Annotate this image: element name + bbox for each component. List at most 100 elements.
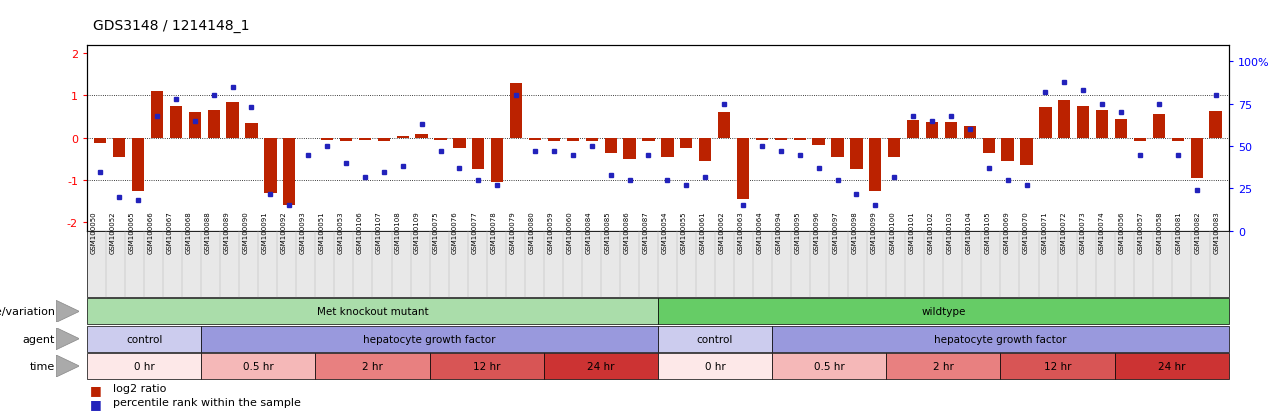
Bar	[1153, 115, 1165, 138]
Text: GSM100064: GSM100064	[756, 211, 763, 254]
Text: GSM100066: GSM100066	[147, 211, 154, 254]
Text: hepatocyte growth factor: hepatocyte growth factor	[934, 334, 1066, 344]
Bar	[132, 138, 145, 191]
Bar	[492, 138, 503, 183]
Text: time: time	[29, 361, 55, 371]
Text: GSM100086: GSM100086	[623, 211, 630, 254]
Text: GSM100091: GSM100091	[262, 211, 268, 254]
Text: 2 hr: 2 hr	[933, 361, 954, 371]
Bar	[1001, 138, 1014, 161]
Text: GSM100081: GSM100081	[1175, 211, 1181, 254]
Text: GSM100053: GSM100053	[338, 211, 344, 254]
Text: GSM100054: GSM100054	[662, 211, 667, 254]
Text: wildtype: wildtype	[922, 306, 965, 317]
Text: GSM100078: GSM100078	[490, 211, 497, 254]
Bar	[1096, 111, 1108, 138]
Text: GSM100103: GSM100103	[947, 211, 952, 254]
Bar	[964, 126, 975, 138]
Text: GSM100108: GSM100108	[396, 211, 401, 254]
Bar	[378, 138, 390, 142]
Text: agent: agent	[23, 334, 55, 344]
Text: GSM100077: GSM100077	[471, 211, 477, 254]
Text: GSM100067: GSM100067	[166, 211, 173, 254]
Text: GSM100088: GSM100088	[205, 211, 211, 254]
Text: log2 ratio: log2 ratio	[113, 383, 166, 393]
Text: GSM100061: GSM100061	[699, 211, 705, 254]
Bar	[1076, 107, 1089, 138]
Polygon shape	[56, 355, 79, 377]
Bar	[188, 113, 201, 138]
Text: ■: ■	[90, 397, 101, 410]
Text: GSM100099: GSM100099	[870, 211, 877, 254]
Text: control: control	[696, 334, 733, 344]
Text: 0.5 hr: 0.5 hr	[243, 361, 274, 371]
Text: GSM100050: GSM100050	[91, 211, 96, 254]
Text: GSM100051: GSM100051	[319, 211, 325, 254]
Bar	[1115, 119, 1128, 138]
Bar	[680, 138, 692, 149]
Bar	[529, 138, 541, 140]
Text: ■: ■	[90, 383, 101, 396]
Bar	[850, 138, 863, 170]
Bar	[151, 92, 163, 138]
Text: GSM100109: GSM100109	[413, 211, 420, 254]
Bar	[623, 138, 636, 159]
Text: GSM100071: GSM100071	[1042, 211, 1048, 254]
Bar	[509, 83, 522, 138]
Bar	[755, 138, 768, 140]
Text: GSM100063: GSM100063	[737, 211, 744, 254]
Text: GSM100089: GSM100089	[224, 211, 230, 254]
Bar	[1039, 108, 1052, 138]
Text: GSM100102: GSM100102	[928, 211, 934, 254]
Text: GSM100074: GSM100074	[1100, 211, 1105, 254]
Text: GSM100093: GSM100093	[300, 211, 306, 254]
Text: GSM100073: GSM100073	[1080, 211, 1085, 254]
Bar	[170, 107, 182, 138]
Text: GSM100068: GSM100068	[186, 211, 192, 254]
Text: GSM100079: GSM100079	[509, 211, 515, 254]
Bar	[718, 113, 730, 138]
Text: GSM100096: GSM100096	[814, 211, 819, 254]
Text: GSM100084: GSM100084	[585, 211, 591, 254]
Text: GSM100107: GSM100107	[376, 211, 381, 254]
Bar	[604, 138, 617, 153]
Text: GSM100069: GSM100069	[1004, 211, 1010, 254]
Text: GSM100056: GSM100056	[1119, 211, 1124, 254]
Text: GSM100098: GSM100098	[851, 211, 858, 254]
Text: GDS3148 / 1214148_1: GDS3148 / 1214148_1	[93, 19, 250, 33]
Bar	[95, 138, 106, 143]
Text: GSM100060: GSM100060	[566, 211, 572, 254]
Bar	[321, 138, 333, 140]
Bar	[397, 136, 408, 138]
Text: percentile rank within the sample: percentile rank within the sample	[113, 397, 301, 407]
Bar	[699, 138, 712, 161]
Bar	[567, 138, 579, 142]
Text: Met knockout mutant: Met knockout mutant	[316, 306, 429, 317]
Bar	[416, 135, 428, 138]
Bar	[207, 111, 220, 138]
Text: hepatocyte growth factor: hepatocyte growth factor	[364, 334, 495, 344]
Text: 24 hr: 24 hr	[1158, 361, 1185, 371]
Polygon shape	[56, 328, 79, 350]
Bar	[264, 138, 276, 193]
Bar	[831, 138, 844, 157]
Bar	[472, 138, 485, 170]
Text: GSM100055: GSM100055	[681, 211, 686, 254]
Text: GSM100083: GSM100083	[1213, 211, 1220, 254]
Text: GSM100072: GSM100072	[1061, 211, 1068, 254]
Bar	[340, 138, 352, 142]
Text: 0 hr: 0 hr	[704, 361, 726, 371]
Bar	[813, 138, 824, 146]
Text: GSM100076: GSM100076	[452, 211, 458, 254]
Text: GSM100052: GSM100052	[110, 211, 115, 254]
Polygon shape	[56, 301, 79, 323]
Bar	[774, 138, 787, 140]
Bar	[548, 138, 561, 142]
Text: GSM100070: GSM100070	[1023, 211, 1029, 254]
Bar	[945, 122, 957, 138]
Bar	[586, 138, 598, 142]
Bar	[227, 102, 239, 138]
Bar	[1171, 138, 1184, 142]
Text: 0.5 hr: 0.5 hr	[814, 361, 845, 371]
Bar	[925, 122, 938, 138]
